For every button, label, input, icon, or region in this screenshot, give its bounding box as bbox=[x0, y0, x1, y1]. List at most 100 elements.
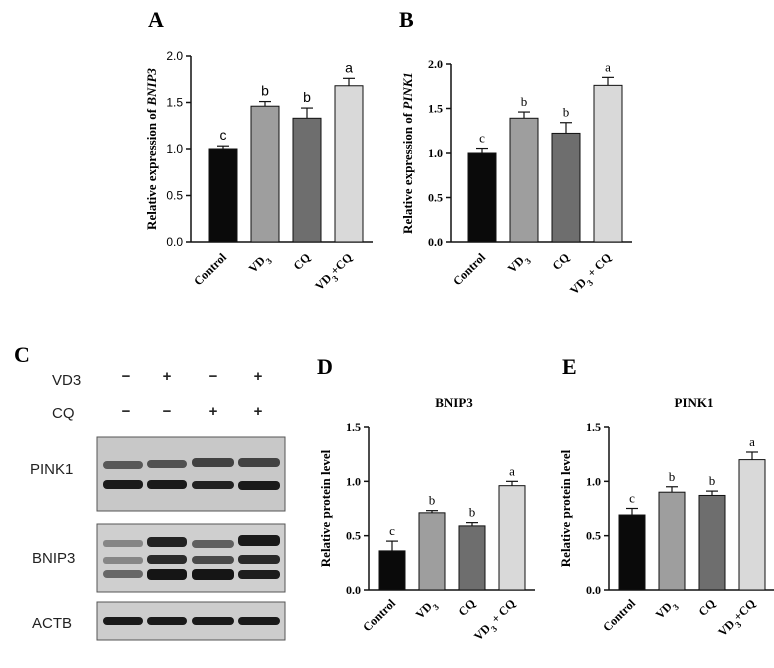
panel-letter-e: E bbox=[562, 354, 577, 379]
bar bbox=[593, 84, 623, 243]
y-tick-label: 1.0 bbox=[428, 146, 443, 160]
y-axis-title: Relative expression of BNIP3 bbox=[144, 68, 159, 230]
bar bbox=[509, 117, 539, 243]
y-axis-title-prefix: Relative expression of bbox=[400, 110, 415, 234]
significance-letter: b bbox=[469, 505, 476, 520]
y-axis-title-prefix: Relative expression of bbox=[144, 106, 159, 230]
panel-letter-d: D bbox=[317, 354, 333, 379]
chart-e-pink1-protein: PINK1 0.0 0.5 1.0 1.5 Relative protein level c… bbox=[558, 395, 774, 642]
y-tick-label: 1.5 bbox=[586, 420, 601, 434]
significance-letter: b bbox=[521, 94, 528, 109]
significance-letter: b bbox=[429, 493, 436, 508]
western-blot-panel: VD3 CQ − + − + − − + + PINK1 BNIP3 bbox=[30, 368, 286, 641]
significance-letter: b bbox=[709, 473, 716, 488]
significance-letter: a bbox=[605, 59, 611, 74]
significance-letter: a bbox=[345, 59, 353, 75]
bar bbox=[467, 152, 497, 243]
significance-letter: a bbox=[509, 463, 515, 478]
chart-d-bnip3-protein: BNIP3 0.0 0.5 1.0 1.5 Relative protein level c… bbox=[318, 395, 535, 646]
blot-row-label-vd3: VD3 bbox=[52, 372, 81, 389]
y-tick-label: 1.0 bbox=[346, 474, 361, 488]
band-label-pink1: PINK1 bbox=[30, 461, 73, 478]
sign: − bbox=[163, 403, 172, 420]
sign: + bbox=[254, 403, 263, 420]
y-tick-label: 0.0 bbox=[166, 235, 183, 249]
bar bbox=[334, 85, 364, 243]
significance-letter: a bbox=[749, 434, 755, 449]
y-axis-title-gene: PINK1 bbox=[400, 72, 415, 110]
sign: + bbox=[163, 368, 172, 385]
x-category-label: VD3 bbox=[505, 250, 534, 279]
panel-letter-a: A bbox=[148, 7, 164, 32]
y-tick-label: 0.5 bbox=[428, 191, 443, 205]
blot-image-bnip3 bbox=[96, 523, 286, 593]
significance-letter: c bbox=[629, 491, 635, 506]
x-category-label: VD3 + CQ bbox=[471, 596, 521, 646]
bar bbox=[551, 132, 581, 243]
chart-title: PINK1 bbox=[675, 395, 714, 410]
y-tick-label: 1.5 bbox=[166, 96, 183, 110]
bar bbox=[418, 512, 446, 591]
x-category-label: CQ bbox=[290, 250, 313, 273]
sign: − bbox=[122, 368, 131, 385]
significance-letter: b bbox=[669, 469, 676, 484]
y-tick-label: 0.5 bbox=[166, 189, 183, 203]
y-tick-label: 0.5 bbox=[346, 529, 361, 543]
blot-signs-cq: − − + + bbox=[122, 403, 263, 420]
significance-letter: b bbox=[563, 105, 570, 120]
bar bbox=[208, 148, 238, 243]
significance-letter: c bbox=[389, 523, 395, 538]
bar bbox=[618, 514, 646, 591]
bar bbox=[378, 550, 406, 591]
panel-letter-c: C bbox=[14, 342, 30, 367]
y-tick-label: 0.0 bbox=[428, 235, 443, 249]
x-category-label: CQ bbox=[455, 596, 478, 619]
x-category-label: VD3+CQ bbox=[312, 250, 358, 296]
bar bbox=[698, 494, 726, 591]
x-category-label: VD3 + CQ bbox=[567, 250, 617, 300]
sign: − bbox=[122, 403, 131, 420]
blot-image-actb bbox=[96, 601, 286, 641]
bar bbox=[250, 105, 280, 243]
y-axis-title: Relative protein level bbox=[558, 449, 573, 567]
y-tick-label: 1.5 bbox=[346, 420, 361, 434]
sign: + bbox=[209, 403, 218, 420]
blot-row-label-cq: CQ bbox=[52, 405, 75, 422]
significance-letter: b bbox=[261, 83, 269, 99]
sign: − bbox=[209, 368, 218, 385]
x-category-label: Control bbox=[191, 250, 229, 288]
bar bbox=[738, 459, 766, 591]
x-category-label: CQ bbox=[695, 596, 718, 619]
x-category-label: Control bbox=[360, 596, 398, 634]
x-category-label: VD3 bbox=[413, 596, 442, 625]
significance-letter: c bbox=[479, 131, 485, 146]
y-axis-title: Relative expression of PINK1 bbox=[400, 72, 415, 234]
chart-b-pink1-expression: 0.0 0.5 1.0 1.5 2.0 Relative expression of PI… bbox=[400, 57, 632, 300]
x-category-label: VD3 bbox=[246, 250, 275, 279]
y-tick-label: 1.5 bbox=[428, 102, 443, 116]
y-axis-title: Relative protein level bbox=[318, 449, 333, 567]
y-tick-label: 1.0 bbox=[166, 142, 183, 156]
bar bbox=[498, 485, 526, 591]
panel-letter-b: B bbox=[399, 7, 414, 32]
y-tick-label: 2.0 bbox=[166, 49, 183, 63]
y-tick-label: 0.5 bbox=[586, 529, 601, 543]
y-axis-title-gene: BNIP3 bbox=[144, 68, 159, 107]
blot-image-pink1 bbox=[96, 436, 286, 512]
bar bbox=[292, 117, 322, 243]
band-label-bnip3: BNIP3 bbox=[32, 550, 75, 567]
chart-title: BNIP3 bbox=[435, 395, 473, 410]
y-tick-label: 1.0 bbox=[586, 474, 601, 488]
bar bbox=[458, 525, 486, 591]
y-tick-label: 0.0 bbox=[346, 583, 361, 597]
y-tick-label: 0.0 bbox=[586, 583, 601, 597]
x-category-label: VD3 bbox=[653, 596, 682, 625]
significance-letter: b bbox=[303, 89, 311, 105]
significance-letter: c bbox=[220, 127, 227, 143]
x-category-label: VD3+CQ bbox=[715, 596, 761, 642]
sign: + bbox=[254, 368, 263, 385]
blot-signs-vd3: − + − + bbox=[122, 368, 263, 385]
x-category-label: CQ bbox=[549, 250, 572, 273]
bar bbox=[658, 491, 686, 591]
x-category-label: Control bbox=[450, 250, 488, 288]
